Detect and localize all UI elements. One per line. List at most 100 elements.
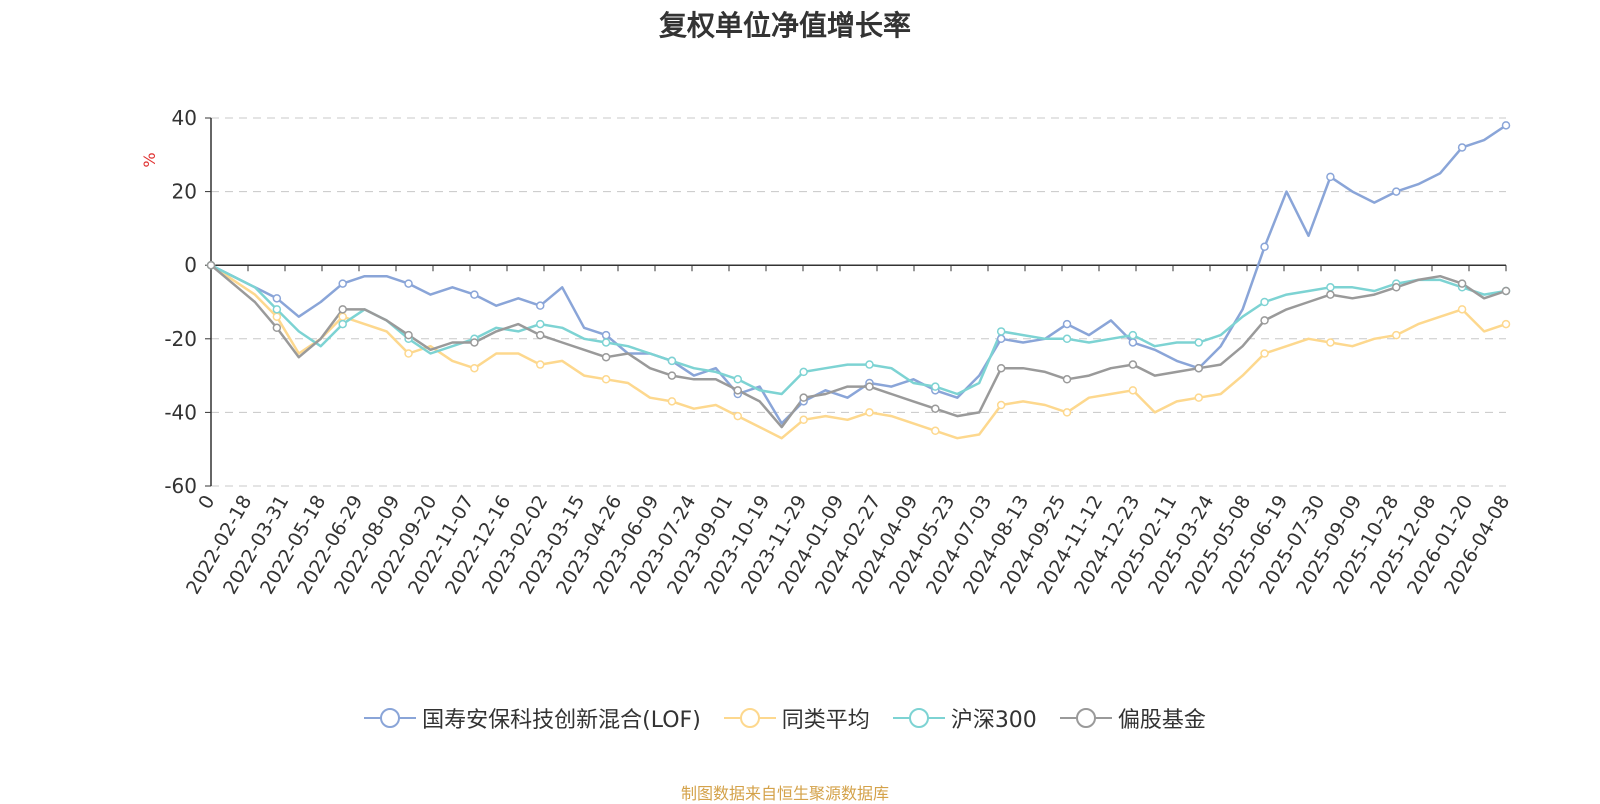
- series-1-point-59: [1501, 319, 1511, 329]
- axis-layer: [205, 117, 1507, 487]
- legend-label-equity-funds: 偏股基金: [1117, 708, 1206, 733]
- series-1-point-6: [338, 312, 347, 321]
- series-3-point-59: [1501, 286, 1511, 296]
- y-tick-label-3: -20: [164, 327, 197, 351]
- series-0-point-39: [1062, 319, 1072, 329]
- series-0-point-9: [404, 279, 413, 288]
- series-2-point-39: [1062, 334, 1072, 344]
- series-1-point-51: [1326, 338, 1335, 347]
- y-tick-label-0: 40: [172, 106, 197, 130]
- series-1-point-3: [272, 312, 282, 321]
- series-1-point-45: [1194, 393, 1203, 402]
- series-3-point-39: [1062, 375, 1072, 384]
- series-2-point-18: [601, 338, 611, 347]
- series-1-point-9: [404, 349, 413, 358]
- legend-swatch-fund-icon: [364, 708, 417, 728]
- legend-swatch-peer-icon: [723, 708, 776, 728]
- series-3-point-27: [799, 393, 808, 402]
- series-1-point-21: [667, 397, 677, 406]
- series-3-point-3: [272, 323, 282, 333]
- series-2-point-36: [996, 327, 1006, 336]
- series-0-point-36: [996, 334, 1006, 344]
- series-layer: [210, 124, 1507, 440]
- legend: 国寿安保科技创新混合(LOF) 同类平均 沪深300 偏股基金: [0, 702, 1570, 736]
- series-1-point-42: [1128, 386, 1138, 395]
- legend-label-peer-average: 同类平均: [781, 708, 870, 733]
- series-3-point-18: [601, 352, 611, 362]
- series-0-point-15: [535, 301, 545, 310]
- series-3-point-21: [667, 371, 677, 380]
- series-2-point-42: [1128, 330, 1138, 340]
- series-0-point-51: [1326, 172, 1335, 182]
- grid-layer: [211, 117, 1506, 487]
- series-2-point-3: [272, 305, 282, 314]
- series-3-point-24: [733, 386, 743, 395]
- series-3-point-51: [1326, 290, 1335, 299]
- series-0-point-3: [272, 294, 282, 303]
- legend-swatch-csi300-icon: [892, 708, 945, 728]
- series-1-point-18: [601, 375, 611, 384]
- series-3-point-33: [931, 404, 940, 413]
- series-3-point-42: [1128, 360, 1138, 369]
- series-2-point-21: [667, 356, 677, 366]
- series-3-point-6: [338, 305, 347, 314]
- y-tick-label-4: -40: [164, 400, 197, 424]
- series-0-point-12: [470, 290, 479, 299]
- series-1-point-12: [470, 363, 479, 373]
- series-3-point-9: [404, 330, 413, 340]
- series-1-point-30: [865, 408, 874, 417]
- series-3-point-30: [865, 382, 874, 391]
- series-2-point-15: [535, 319, 545, 329]
- series-2-point-45: [1194, 338, 1203, 347]
- legend-item-fund[interactable]: 国寿安保科技创新混合(LOF): [364, 702, 701, 734]
- series-2-point-51: [1326, 283, 1335, 292]
- series-2-point-30: [865, 360, 874, 369]
- legend-item-equity-funds[interactable]: 偏股基金: [1059, 702, 1206, 734]
- y-tick-label-1: 20: [172, 180, 197, 204]
- series-3-point-15: [535, 330, 545, 340]
- series-2-point-6: [338, 319, 347, 329]
- y-axis-label: %: [140, 152, 159, 167]
- series-0-point-18: [601, 330, 611, 340]
- series-0-point-6: [338, 279, 347, 288]
- series-2-point-27: [799, 367, 808, 377]
- series-1-point-39: [1062, 408, 1072, 417]
- series-3-point-0: [206, 260, 216, 270]
- series-3-point-54: [1392, 283, 1401, 292]
- series-0-point-59: [1501, 121, 1511, 130]
- series-0-point-54: [1392, 187, 1401, 196]
- legend-swatch-equity-icon: [1059, 708, 1112, 728]
- legend-item-peer-average[interactable]: 同类平均: [723, 702, 870, 734]
- series-1-point-24: [733, 411, 743, 421]
- series-0-point-57: [1457, 143, 1467, 152]
- series-3-point-45: [1194, 363, 1203, 373]
- series-line-3: [210, 264, 1507, 429]
- series-1-point-48: [1260, 349, 1269, 358]
- series-line-0: [210, 124, 1507, 425]
- series-1-point-57: [1457, 305, 1467, 314]
- legend-label-fund: 国寿安保科技创新混合(LOF): [422, 708, 701, 733]
- series-2-point-24: [733, 375, 743, 384]
- legend-label-csi300: 沪深300: [950, 708, 1037, 733]
- series-3-point-57: [1457, 279, 1467, 288]
- series-1-point-27: [799, 415, 808, 425]
- marker-layer: [206, 121, 1511, 436]
- legend-item-csi300[interactable]: 沪深300: [892, 702, 1037, 734]
- series-0-point-48: [1260, 242, 1269, 252]
- series-1-point-36: [996, 400, 1006, 410]
- series-3-point-36: [996, 363, 1006, 373]
- series-2-point-33: [931, 382, 940, 391]
- series-2-point-48: [1260, 297, 1269, 307]
- tick-layer: 40200-20-40-6002022-02-182022-03-312022-…: [164, 106, 1514, 598]
- chart-title: 复权单位净值增长率: [658, 9, 911, 42]
- y-tick-label-2: 0: [184, 253, 197, 277]
- series-3-point-12: [470, 338, 479, 347]
- series-3-point-48: [1260, 316, 1269, 325]
- series-1-point-15: [535, 360, 545, 369]
- data-source-footer: 制图数据来自恒生聚源数据库: [680, 784, 889, 803]
- series-1-point-54: [1392, 330, 1401, 340]
- series-0-point-42: [1128, 338, 1138, 347]
- series-line-2: [210, 264, 1507, 396]
- y-tick-label-5: -60: [164, 474, 197, 498]
